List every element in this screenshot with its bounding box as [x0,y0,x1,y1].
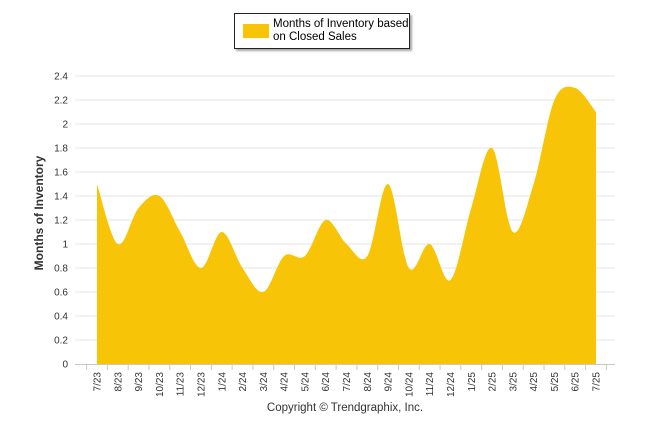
data-point [490,146,494,150]
x-axis-ticks: 7/23 8/23 9/23 10/23 11/23 12/23 1/24 2/24 3/24 4… [93,372,603,397]
data-point [428,242,432,246]
data-point [573,86,577,90]
series-area [97,86,596,365]
x-tick-label: 7/23 [93,372,104,392]
data-point [345,242,349,246]
data-point [511,230,515,234]
x-tick-label: 3/24 [259,372,270,392]
y-tick-label: 0.2 [54,336,68,347]
data-point [365,254,369,258]
x-tick-label: 7/24 [342,372,353,392]
data-point [552,98,556,102]
copyright-text: Copyright © Trendgraphix, Inc. [266,402,424,414]
x-tick-label: 5/24 [300,372,311,392]
data-point [532,182,536,186]
y-tick-label: 2.4 [54,72,68,83]
data-point [282,254,286,258]
data-point [178,230,182,234]
axes [75,364,615,370]
x-tick-label: 1/25 [467,372,478,392]
y-tick-label: 1.6 [54,168,68,179]
data-point [241,266,245,270]
x-tick-label: 9/24 [384,372,395,392]
x-tick-label: 1/24 [217,372,228,392]
x-tick-label: 8/23 [113,372,124,392]
x-tick-label: 10/23 [155,372,166,397]
data-point [157,194,161,198]
x-tick-label: 4/25 [529,372,540,392]
data-point [469,206,473,210]
x-tick-label: 5/25 [550,372,561,392]
y-tick-label: 2.2 [54,96,68,107]
x-tick-label: 11/24 [425,372,436,397]
data-point [261,290,265,294]
y-tick-label: 2 [62,120,68,131]
x-tick-label: 2/24 [238,372,249,392]
x-tick-label: 12/23 [196,372,207,397]
data-area [95,86,598,365]
data-point [448,278,452,282]
x-tick-label: 10/24 [404,372,415,397]
x-tick-label: 3/25 [508,372,519,392]
y-tick-label: 1.2 [54,216,68,227]
x-tick-label: 8/24 [363,372,374,392]
y-tick-label: 1.8 [54,144,68,155]
data-point [324,218,328,222]
y-tick-label: 1 [62,240,68,251]
data-point [116,242,120,246]
y-tick-label: 0.8 [54,264,68,275]
x-tick-label: 4/24 [280,372,291,392]
x-tick-label: 7/25 [592,372,603,392]
data-point [220,230,224,234]
y-tick-label: 0.4 [54,312,68,323]
y-tick-label: 0.6 [54,288,68,299]
x-tick-label: 12/24 [446,372,457,397]
x-tick-label: 6/24 [321,372,332,392]
x-tick-label: 11/23 [176,372,187,397]
y-tick-label: 1.4 [54,192,68,203]
data-point [594,110,598,114]
x-tick-label: 2/25 [488,372,499,392]
data-point [199,266,203,270]
y-axis-ticks: 0 0.2 0.4 0.6 0.8 1 1.2 1.4 1.6 1.8 2 2.2 2.4 [54,72,68,371]
data-point [386,182,390,186]
y-tick-label: 0 [62,360,68,371]
legend-label: Months of Inventory based on Closed Sale… [273,18,409,43]
data-point [407,266,411,270]
x-tick-label: 6/25 [571,372,582,392]
data-point [95,182,99,186]
data-point [303,254,307,258]
data-point [137,206,141,210]
x-tick-label: 9/23 [134,372,145,392]
chart-legend: Months of Inventory based on Closed Sale… [234,13,410,49]
y-axis-title: Months of Inventory [32,155,46,270]
legend-swatch [243,24,269,38]
